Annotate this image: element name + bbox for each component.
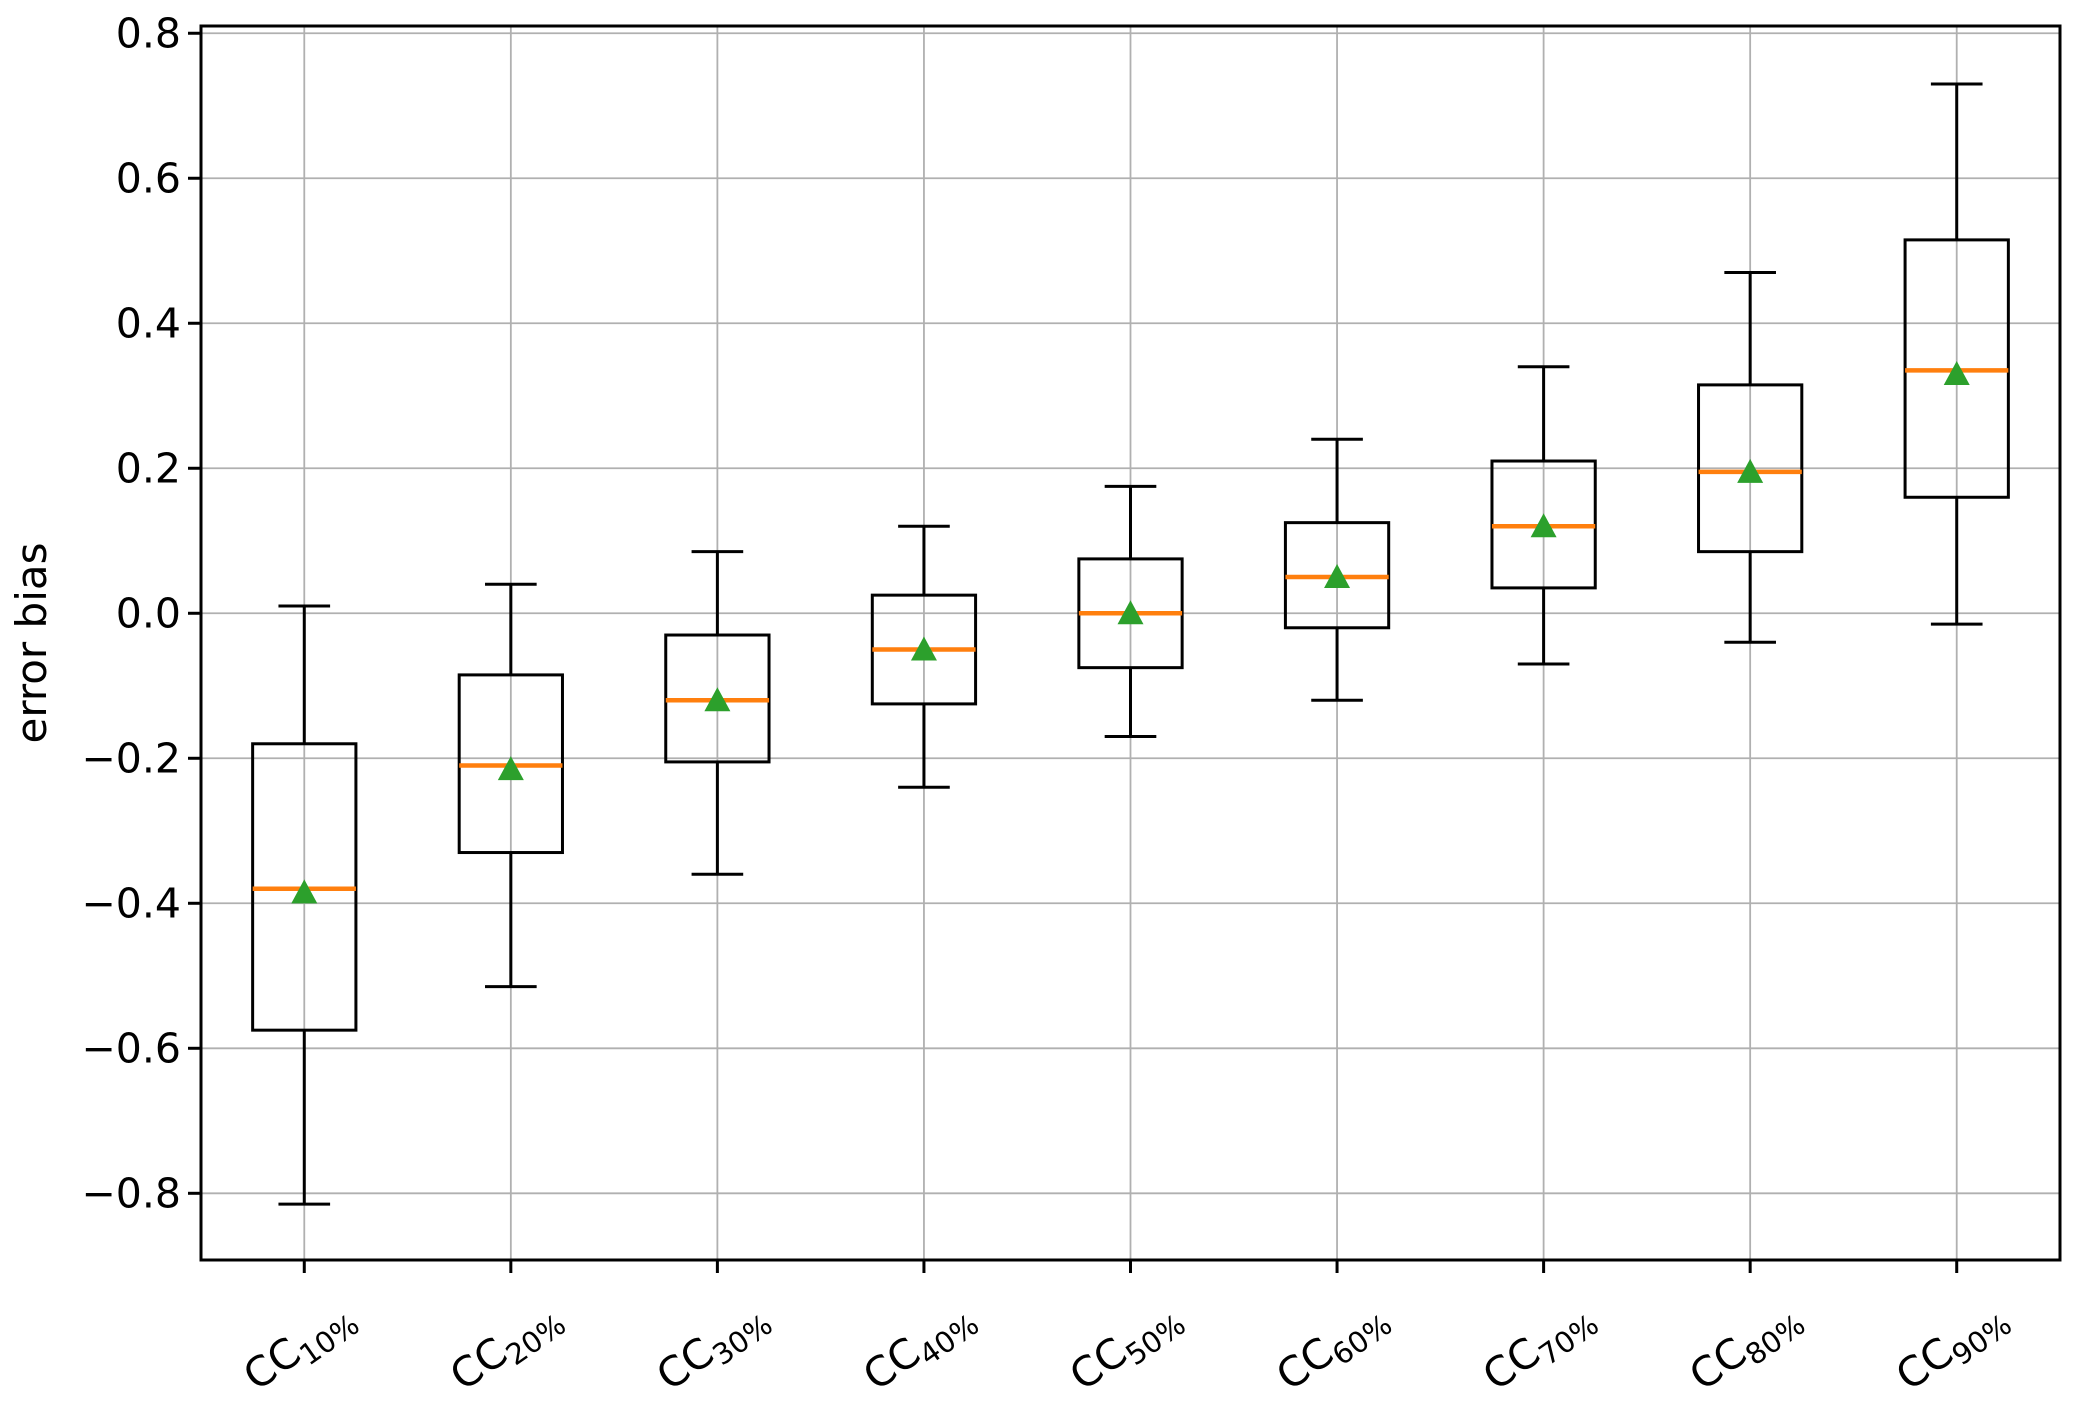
y-tick-label: 0.8 [116, 9, 181, 57]
mean-marker [1324, 564, 1351, 589]
box-CC90% [1903, 82, 2010, 626]
mean-marker [1737, 458, 1764, 483]
box-CC50% [1077, 484, 1184, 739]
box-CC40% [870, 524, 978, 789]
box-CC30% [664, 550, 771, 876]
mean-marker [704, 687, 731, 712]
iqr-box [1697, 383, 1804, 554]
box-CC60% [1283, 437, 1391, 702]
y-tick-labels: 0.8 0.6 0.4 0.2 0.0 −0.2 −0.4 −0.6 −0.8 [81, 9, 181, 1217]
mean-marker [1117, 600, 1144, 625]
mean-marker [910, 636, 937, 661]
box-CC20% [457, 582, 564, 989]
mean-marker [291, 879, 318, 904]
y-tick-label: 0.4 [116, 299, 181, 347]
boxplot-series [251, 82, 2010, 1206]
y-tick-label: −0.8 [81, 1169, 181, 1217]
y-tick-label: −0.2 [81, 734, 181, 782]
y-tick-label: 0.2 [116, 444, 181, 492]
mean-marker [497, 756, 524, 781]
y-axis-label: error bias [7, 543, 56, 744]
box-CC10% [251, 604, 358, 1206]
y-tick-label: 0.6 [116, 154, 181, 202]
y-tick-label: −0.4 [81, 879, 181, 927]
y-tick-label: −0.6 [81, 1024, 181, 1072]
y-tick-label: 0.0 [116, 589, 181, 637]
box-CC70% [1490, 365, 1597, 666]
tick-marks [188, 31, 1959, 1273]
mean-marker [1943, 361, 1970, 386]
mean-marker [1530, 513, 1557, 538]
box-CC80% [1697, 271, 1804, 644]
